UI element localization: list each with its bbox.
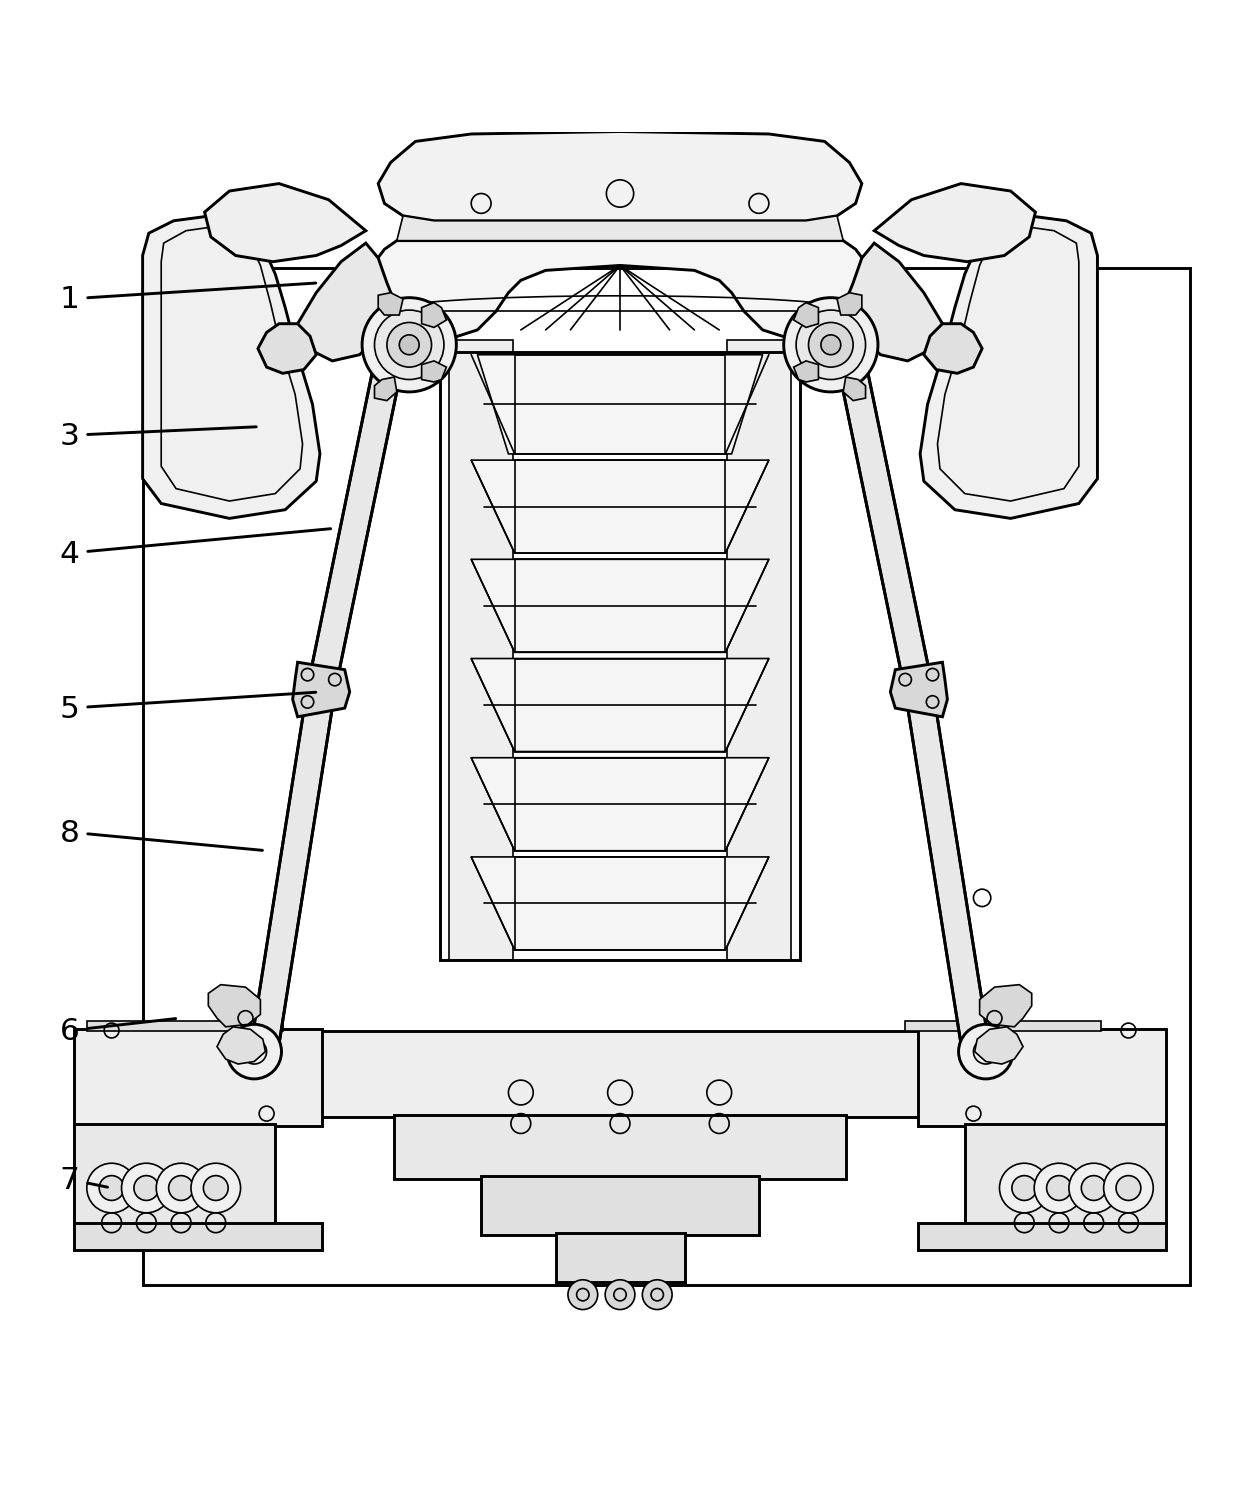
- Circle shape: [87, 1164, 136, 1214]
- Polygon shape: [374, 378, 397, 402]
- Polygon shape: [382, 308, 424, 349]
- Bar: [515, 559, 725, 653]
- Polygon shape: [905, 687, 992, 1068]
- Polygon shape: [397, 217, 843, 242]
- Circle shape: [642, 1280, 672, 1310]
- Polygon shape: [422, 304, 446, 328]
- Circle shape: [959, 1024, 1013, 1080]
- Circle shape: [122, 1164, 171, 1214]
- Polygon shape: [843, 244, 942, 361]
- Bar: [74, 1030, 322, 1126]
- Polygon shape: [975, 1027, 1023, 1065]
- Polygon shape: [471, 758, 769, 851]
- Text: 3: 3: [60, 421, 257, 451]
- Polygon shape: [477, 355, 763, 454]
- Bar: [515, 758, 725, 851]
- Bar: [965, 1123, 1166, 1226]
- Polygon shape: [471, 460, 769, 553]
- Polygon shape: [360, 242, 880, 340]
- Circle shape: [796, 311, 866, 381]
- Circle shape: [1104, 1164, 1153, 1214]
- Polygon shape: [843, 378, 866, 402]
- Circle shape: [203, 1176, 228, 1200]
- Circle shape: [399, 335, 419, 355]
- Polygon shape: [208, 985, 260, 1027]
- Circle shape: [169, 1176, 193, 1200]
- Circle shape: [1116, 1176, 1141, 1200]
- Polygon shape: [471, 857, 769, 951]
- Text: 4: 4: [60, 529, 331, 569]
- Circle shape: [1047, 1176, 1071, 1200]
- Circle shape: [821, 335, 841, 355]
- Bar: [905, 1021, 1101, 1030]
- Bar: [449, 340, 513, 960]
- Polygon shape: [258, 325, 316, 374]
- Circle shape: [156, 1164, 206, 1214]
- Bar: [918, 1030, 1166, 1126]
- Circle shape: [99, 1176, 124, 1200]
- Polygon shape: [217, 1027, 265, 1065]
- Polygon shape: [920, 217, 1097, 519]
- Bar: [74, 1223, 322, 1250]
- Bar: [87, 1021, 283, 1030]
- Polygon shape: [248, 687, 335, 1068]
- Polygon shape: [841, 374, 932, 692]
- Bar: [515, 460, 725, 553]
- Circle shape: [1069, 1164, 1118, 1214]
- Polygon shape: [471, 559, 769, 653]
- Bar: [481, 1176, 759, 1235]
- Polygon shape: [422, 361, 446, 382]
- Polygon shape: [143, 217, 320, 519]
- Text: 5: 5: [60, 693, 316, 723]
- Circle shape: [808, 323, 853, 368]
- Circle shape: [784, 298, 878, 393]
- Bar: [727, 340, 791, 960]
- Text: 6: 6: [60, 1017, 176, 1045]
- Circle shape: [1081, 1176, 1106, 1200]
- Text: 8: 8: [60, 818, 263, 851]
- Text: 1: 1: [60, 284, 316, 314]
- Polygon shape: [816, 308, 858, 349]
- Bar: [440, 353, 800, 960]
- Circle shape: [134, 1176, 159, 1200]
- Polygon shape: [794, 361, 818, 382]
- Text: 7: 7: [60, 1166, 108, 1194]
- Bar: [394, 1114, 846, 1179]
- Bar: [556, 1233, 684, 1283]
- Polygon shape: [874, 185, 1035, 263]
- Circle shape: [568, 1280, 598, 1310]
- Circle shape: [362, 298, 456, 393]
- Polygon shape: [924, 325, 982, 374]
- Polygon shape: [378, 132, 862, 221]
- Polygon shape: [890, 663, 947, 717]
- Circle shape: [1012, 1176, 1037, 1200]
- Circle shape: [605, 1280, 635, 1310]
- Circle shape: [387, 323, 432, 368]
- Bar: [918, 1223, 1166, 1250]
- Circle shape: [374, 311, 444, 381]
- Polygon shape: [471, 659, 769, 752]
- Bar: [515, 355, 725, 454]
- Polygon shape: [298, 244, 397, 361]
- Polygon shape: [837, 293, 862, 316]
- Polygon shape: [293, 663, 350, 717]
- Polygon shape: [980, 985, 1032, 1027]
- Bar: [143, 269, 1190, 1284]
- Polygon shape: [794, 304, 818, 328]
- Polygon shape: [378, 293, 403, 316]
- Polygon shape: [205, 185, 366, 263]
- Circle shape: [227, 1024, 281, 1080]
- Circle shape: [1034, 1164, 1084, 1214]
- Bar: [515, 659, 725, 752]
- Bar: [320, 1030, 920, 1117]
- Circle shape: [999, 1164, 1049, 1214]
- Bar: [74, 1123, 275, 1226]
- Circle shape: [191, 1164, 241, 1214]
- Bar: [515, 857, 725, 951]
- Polygon shape: [308, 374, 399, 692]
